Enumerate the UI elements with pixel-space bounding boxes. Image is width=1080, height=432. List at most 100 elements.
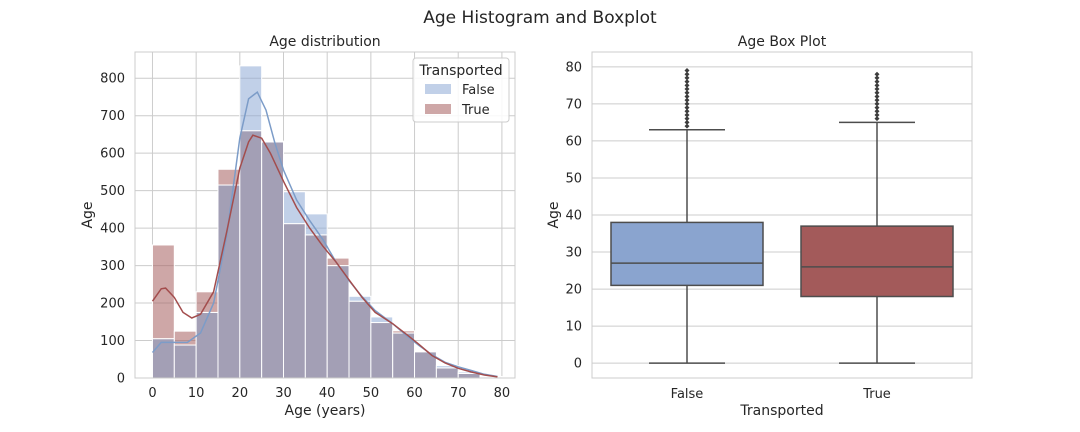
outlier-point-false [684, 108, 690, 114]
histogram-bar-overlap [195, 311, 219, 379]
outlier-point-false [684, 90, 690, 96]
outlier-point-false [684, 71, 690, 77]
legend-swatch-false [425, 84, 451, 94]
outlier-point-true [874, 82, 880, 88]
outlier-point-false [684, 79, 690, 85]
histogram-bar-false [414, 350, 437, 353]
histogram-y-tick-label: 500 [100, 184, 125, 199]
legend-label-false: False [462, 83, 495, 98]
boxplot-gridlines [592, 66, 972, 364]
histogram-y-tick-label: 200 [100, 297, 125, 312]
outlier-point-false [684, 82, 690, 88]
outlier-point-true [874, 116, 880, 122]
histogram-bar-overlap [283, 223, 306, 379]
outlier-point-true [874, 90, 880, 96]
legend-swatch-true [425, 104, 451, 114]
outlier-point-true [874, 112, 880, 118]
histogram-bar-true [151, 244, 175, 340]
boxplot-y-tick-label: 40 [565, 209, 582, 224]
legend-title: Transported [418, 63, 502, 79]
histogram-kde-curves [151, 90, 498, 378]
histogram-bar-false [304, 213, 328, 236]
histogram-frame [134, 51, 516, 379]
histogram-bar-overlap [151, 338, 175, 379]
histogram-x-tick-label: 20 [232, 386, 249, 401]
histogram-bar-overlap [173, 344, 197, 379]
histogram-bar-overlap [261, 141, 285, 379]
histogram-bar-overlap [370, 322, 394, 379]
outlier-point-true [874, 105, 880, 111]
kde-curve-true [151, 134, 498, 378]
outlier-point-true [874, 75, 880, 81]
histogram-x-tick-label: 0 [148, 386, 156, 401]
boxplot-x-tick-label: False [671, 387, 704, 402]
histogram-bar-false [283, 191, 306, 225]
boxplot-y-label: Age [546, 201, 562, 228]
outlier-point-false [684, 75, 690, 81]
histogram-x-tick-label: 80 [494, 386, 511, 401]
histogram-y-tick-label: 300 [100, 259, 125, 274]
histogram-bar-overlap [304, 234, 328, 379]
outlier-point-true [874, 79, 880, 85]
outlier-point-true [874, 93, 880, 99]
histogram-y-tick-label: 600 [100, 147, 125, 162]
outlier-point-true [874, 86, 880, 92]
boxplot-x-label: Transported [739, 403, 823, 419]
boxplot-y-tick-label: 20 [565, 283, 582, 298]
histogram-x-tick-label: 30 [275, 386, 292, 401]
histogram-title: Age distribution [269, 34, 380, 50]
box-false [610, 221, 764, 287]
histogram-bar-false [348, 295, 372, 302]
outlier-point-true [874, 108, 880, 114]
outlier-point-false [684, 86, 690, 92]
boxplot-y-tick-label: 80 [565, 60, 582, 75]
histogram-x-tick-label: 50 [363, 386, 380, 401]
boxplot-title: Age Box Plot [738, 34, 827, 50]
boxplot-x-tick-label: True [862, 387, 891, 402]
legend-label-true: True [461, 103, 490, 118]
histogram-bar-overlap [348, 300, 372, 379]
boxplot-y-tick-label: 10 [565, 320, 582, 335]
outlier-point-true [874, 71, 880, 77]
histogram-bar-overlap [457, 373, 481, 379]
histogram-y-tick-label: 100 [100, 334, 125, 349]
histogram-x-label: Age (years) [285, 403, 366, 419]
boxplot-frame [591, 51, 973, 379]
outlier-point-false [684, 93, 690, 99]
histogram-panel: 0 10 20 30 40 50 60 70 8001002003004005006007008… [80, 34, 516, 419]
outlier-point-false [684, 105, 690, 111]
outlier-point-false [684, 101, 690, 107]
histogram-x-tick-label: 70 [450, 386, 467, 401]
boxplot-y-tick-label: 50 [565, 171, 582, 186]
histogram-y-tick-label: 0 [117, 372, 125, 387]
outlier-point-false [684, 68, 690, 74]
histogram-bar-true [261, 140, 285, 143]
histogram-legend: Transported False True [412, 57, 510, 123]
histogram-x-tick-label: 10 [188, 386, 205, 401]
histogram-x-tick-label: 40 [319, 386, 336, 401]
histogram-y-tick-label: 800 [100, 72, 125, 87]
outlier-point-true [874, 101, 880, 107]
boxplot-tick-labels: 0 10 20 30 40 50 60 70 80 False True [565, 60, 890, 402]
histogram-y-tick-label: 700 [100, 109, 125, 124]
histogram-y-tick-label: 400 [100, 222, 125, 237]
outlier-point-false [684, 97, 690, 103]
histogram-bar-overlap [239, 130, 263, 379]
boxplot-boxes [610, 68, 954, 364]
outlier-point-false [684, 116, 690, 122]
histogram-bar-overlap [326, 265, 350, 379]
outlier-point-false [684, 112, 690, 118]
boxplot-y-tick-label: 30 [565, 246, 582, 261]
figure-title: Age Histogram and Boxplot [423, 8, 657, 28]
boxplot-y-tick-label: 60 [565, 134, 582, 149]
histogram-y-label: Age [80, 201, 96, 228]
histogram-tick-labels: 0 10 20 30 40 50 60 70 8001002003004005006007008… [100, 72, 510, 401]
outlier-point-true [874, 97, 880, 103]
box-true [800, 225, 954, 298]
histogram-bar-overlap [435, 367, 459, 379]
outlier-point-false [684, 119, 690, 125]
boxplot-y-tick-label: 70 [565, 97, 582, 112]
outlier-point-false [684, 123, 690, 129]
